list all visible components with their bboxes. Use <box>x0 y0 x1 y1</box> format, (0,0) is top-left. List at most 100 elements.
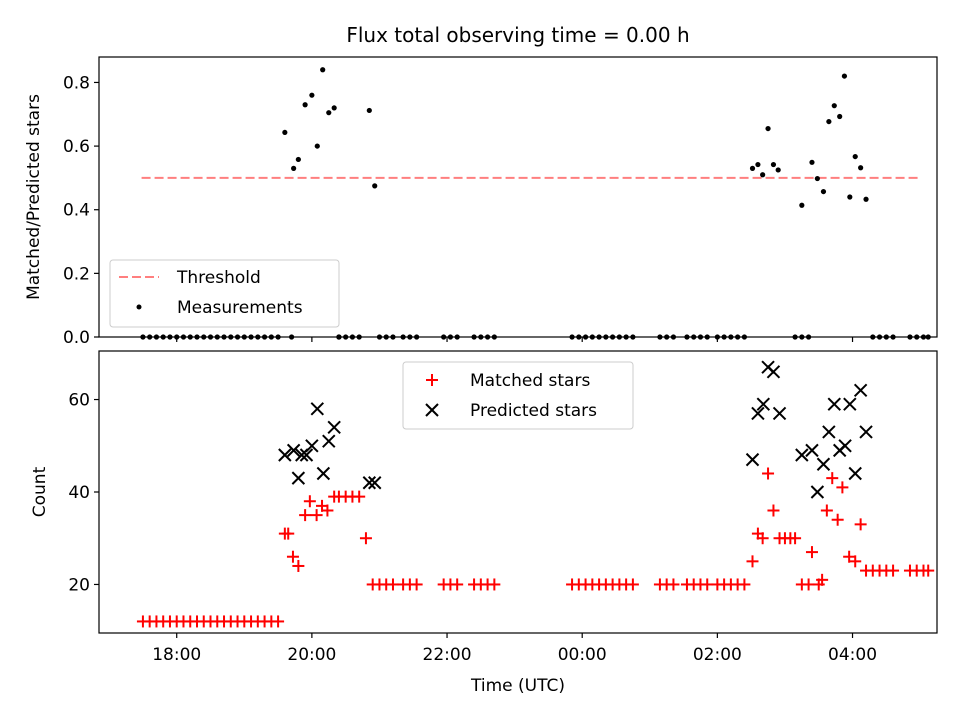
matched-legend-label: Matched stars <box>470 371 590 391</box>
matched-star-point <box>826 472 839 485</box>
predicted-star-point <box>286 443 301 458</box>
bottom-y-axis-label: Count <box>30 466 50 517</box>
top-y-tick-label: 0.2 <box>63 264 90 284</box>
top-y-tick-label: 0.6 <box>63 137 90 157</box>
matched-star-point <box>738 578 751 591</box>
measurement-point <box>765 125 771 132</box>
measurement-point <box>291 165 297 171</box>
measurement-point <box>760 172 766 178</box>
measurement-point <box>858 165 864 171</box>
matched-star-point <box>667 578 680 591</box>
predicted-star-point <box>316 466 331 481</box>
predicted-star-stroke-b <box>322 434 336 448</box>
predicted-star-stroke-b <box>305 439 319 453</box>
matched-star-point <box>887 564 900 577</box>
matched-star-point <box>836 481 849 494</box>
matched-star-point <box>626 578 639 591</box>
matched-star-point <box>410 578 423 591</box>
predicted-star-point <box>751 406 765 421</box>
bottom-legend: Matched stars Predicted stars <box>402 361 634 430</box>
top-y-axis: 0.0 0.2 0.4 0.6 0.8 <box>63 73 99 348</box>
predicted-star-stroke-b <box>805 443 819 458</box>
matched-star-point <box>282 527 295 540</box>
top-x-axis-ticks <box>176 337 854 342</box>
predicted-star-point <box>322 434 336 448</box>
predicted-star-point <box>745 452 760 467</box>
measurement-point <box>799 202 805 208</box>
predicted-star-stroke-b <box>299 448 314 462</box>
x-axis-label: Time (UTC) <box>470 676 565 696</box>
predicted-star-stroke-b <box>822 425 836 439</box>
matched-star-point <box>359 532 372 545</box>
measurement-point <box>809 159 815 165</box>
predicted-star-point <box>368 476 382 490</box>
matched-star-point <box>299 509 312 522</box>
predicted-star-point <box>756 397 771 411</box>
matched-star-point <box>353 490 366 503</box>
bottom-plot-area <box>136 360 935 628</box>
measurement-point <box>331 105 337 111</box>
predicted-star-point <box>827 397 841 411</box>
predicted-star-stroke-b <box>853 383 868 398</box>
top-y-tick-label: 0.8 <box>63 73 90 93</box>
bottom-axes-frame <box>98 350 938 634</box>
measurement-point <box>837 113 843 120</box>
predicted-star-stroke-b <box>751 406 765 421</box>
predicted-star-stroke-b <box>772 406 787 421</box>
predicted-star-stroke-b <box>278 448 292 462</box>
top-legend-box <box>109 259 340 328</box>
matched-star-point <box>701 578 714 591</box>
bottom-y-tick-label: 60 <box>68 391 90 411</box>
predicted-star-stroke-b <box>795 448 809 462</box>
predicted-star-point <box>843 397 857 411</box>
bottom-y-axis: 20 40 60 <box>68 391 99 595</box>
predicted-star-point <box>327 420 341 434</box>
threshold-legend-label: Threshold <box>176 268 261 288</box>
matched-star-point <box>789 532 802 545</box>
x-tick-label: 22:00 <box>423 645 472 665</box>
predicted-star-point <box>772 406 787 421</box>
predicted-star-stroke-b <box>291 471 306 485</box>
bottom-x-axis: 18:00 20:00 22:00 00:00 02:00 04:00 <box>152 633 877 665</box>
top-y-axis-label: Matched/Predicted stars <box>24 94 44 300</box>
predicted-legend-label: Predicted stars <box>470 401 597 421</box>
bottom-y-tick-label: 20 <box>68 575 90 595</box>
predicted-star-stroke-b <box>756 397 771 411</box>
measurement-point <box>366 107 372 114</box>
predicted-star-stroke-b <box>827 397 841 411</box>
predicted-star-stroke-b <box>816 457 831 471</box>
matched-star-point <box>756 532 769 545</box>
predicted-star-point <box>822 425 836 439</box>
predicted-star-stroke-b <box>745 452 760 467</box>
measurement-point <box>820 188 827 195</box>
measurement-point <box>309 92 315 98</box>
measurement-point <box>326 110 332 116</box>
predicted-star-point <box>810 485 825 499</box>
predicted-star-point <box>816 457 831 471</box>
matched-star-point <box>831 513 844 526</box>
measurement-point <box>863 196 869 202</box>
matched-star-point <box>805 546 818 559</box>
measurements-legend-label: Measurements <box>177 298 303 318</box>
matched-star-point <box>843 550 856 563</box>
predicted-star-point <box>362 476 377 490</box>
matched-star-point <box>762 467 775 480</box>
measurement-point <box>826 118 832 125</box>
matched-legend-swatch <box>426 374 438 386</box>
measurement-point <box>770 161 777 168</box>
predicted-star-point <box>299 448 314 462</box>
matched-star-point <box>820 504 833 517</box>
top-plot-area <box>140 67 931 340</box>
measurement-point <box>841 73 848 79</box>
predicted-star-stroke-b <box>286 443 301 458</box>
matched-star-point <box>386 578 399 591</box>
measurement-point <box>775 167 781 173</box>
top-panel: 0.00.20.40.60.8 Matched/Predicted stars … <box>24 56 938 348</box>
matched-star-point <box>286 550 299 563</box>
predicted-star-point <box>805 443 819 458</box>
measurement-point <box>320 67 326 73</box>
x-tick-label: 02:00 <box>693 645 742 665</box>
predicted-star-stroke-b <box>362 476 377 490</box>
